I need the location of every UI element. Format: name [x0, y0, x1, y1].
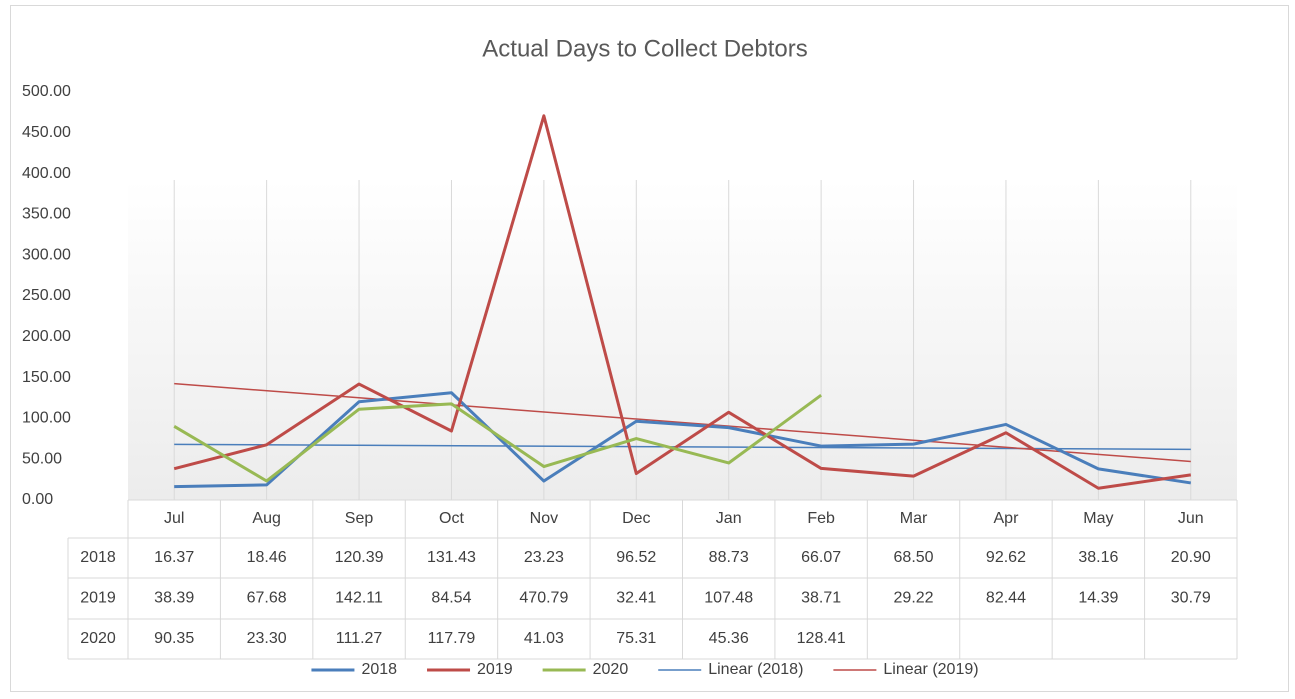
table-cell: 75.31 [616, 630, 656, 647]
legend-label: Linear (2018) [708, 661, 803, 678]
table-cell: 16.37 [154, 549, 194, 566]
x-tick-label: Dec [622, 510, 650, 527]
table-cell: 38.16 [1078, 549, 1118, 566]
table-cell: 29.22 [894, 590, 934, 607]
legend-label: Linear (2019) [883, 661, 978, 678]
table-cell: 117.79 [428, 630, 476, 647]
table-cell: 38.39 [154, 590, 194, 607]
table-cell: 67.68 [247, 590, 287, 607]
legend-label: 2020 [593, 661, 629, 678]
table-cell: 41.03 [524, 630, 564, 647]
x-tick-label: Aug [252, 510, 280, 527]
x-tick-label: Apr [994, 510, 1020, 527]
trendline [174, 382, 1191, 463]
table-cell: 120.39 [335, 549, 384, 566]
table-cell: 45.36 [709, 630, 749, 647]
table-cell: 90.35 [154, 630, 194, 647]
x-tick-label: Sep [345, 510, 374, 527]
table-row-label: 2020 [80, 630, 116, 647]
y-tick-label: 350.00 [22, 206, 71, 223]
y-tick-label: 50.00 [22, 450, 62, 467]
x-tick-label: Oct [439, 510, 464, 527]
y-tick-label: 150.00 [22, 369, 71, 386]
table-cell: 88.73 [709, 549, 749, 566]
table-cell: 23.30 [247, 630, 287, 647]
table-cell: 23.23 [524, 549, 564, 566]
series-line [173, 394, 823, 483]
x-tick-label: May [1083, 510, 1113, 527]
table-cell: 32.41 [616, 590, 656, 607]
x-tick-label: Mar [900, 510, 928, 527]
y-tick-label: 500.00 [22, 83, 71, 100]
table-cell: 96.52 [616, 549, 656, 566]
y-tick-label: 300.00 [22, 246, 71, 263]
x-tick-label: Jun [1178, 510, 1204, 527]
table-cell: 142.11 [335, 590, 383, 607]
table-row-label: 2018 [80, 549, 116, 566]
table-cell: 30.79 [1171, 590, 1211, 607]
chart-title: Actual Days to Collect Debtors [482, 35, 807, 62]
x-tick-label: Jul [164, 510, 184, 527]
series-line [173, 114, 1192, 490]
table-cell: 68.50 [894, 549, 934, 566]
table-cell: 38.71 [801, 590, 841, 607]
x-tick-label: Feb [807, 510, 835, 527]
table-cell: 92.62 [986, 549, 1026, 566]
table-cell: 20.90 [1171, 549, 1211, 566]
y-tick-label: 400.00 [22, 165, 71, 182]
table-cell: 84.54 [431, 590, 471, 607]
series-line [174, 391, 1192, 489]
table-cell: 66.07 [801, 549, 841, 566]
table-cell: 128.41 [797, 630, 846, 647]
y-tick-label: 450.00 [22, 124, 71, 141]
y-tick-label: 200.00 [22, 328, 71, 345]
legend-label: 2019 [477, 661, 513, 678]
table-cell: 111.27 [336, 630, 383, 647]
table-cell: 18.46 [247, 549, 287, 566]
y-tick-label: 0.00 [22, 491, 53, 508]
table-row-label: 2019 [80, 590, 116, 607]
table-cell: 470.79 [519, 590, 568, 607]
y-tick-label: 100.00 [22, 410, 71, 427]
x-tick-label: Jan [716, 510, 742, 527]
legend-label: 2018 [361, 661, 397, 678]
table-cell: 14.39 [1078, 590, 1118, 607]
table-cell: 107.48 [704, 590, 753, 607]
y-tick-label: 250.00 [22, 287, 71, 304]
x-tick-label: Nov [530, 510, 558, 527]
table-cell: 82.44 [986, 590, 1026, 607]
table-cell: 131.43 [427, 549, 476, 566]
